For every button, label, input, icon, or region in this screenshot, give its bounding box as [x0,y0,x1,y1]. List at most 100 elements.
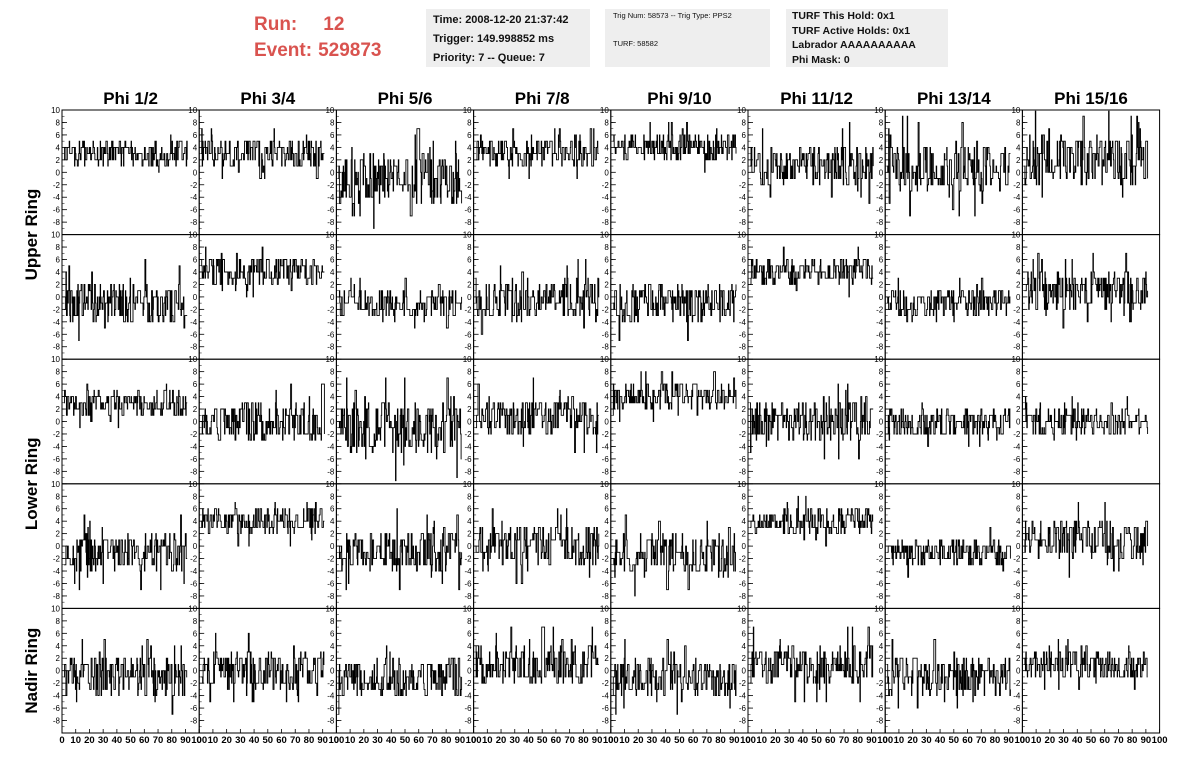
y-tick-label: -2 [602,679,610,688]
y-tick-label: 8 [330,118,335,127]
y-tick-label: 2 [879,156,884,165]
waveform-trace [887,402,1011,447]
x-tick-label: 80 [578,735,589,746]
x-tick-label: 0 [745,735,750,746]
y-tick-label: 4 [193,143,198,152]
waveform-trace [475,508,600,584]
y-tick-label: -8 [327,218,335,227]
waveform-panel: -8 -6 -4 -2 0 2 4 6 8 10 [325,480,475,609]
y-tick-label: -4 [602,318,610,327]
x-tick-label: 50 [674,735,685,746]
y-tick-label: -4 [876,318,884,327]
waveform-panel: -8 -6 -4 -2 0 2 4 6 8 10 [737,355,886,485]
y-tick-label: 4 [467,642,472,651]
run-value: 12 [323,14,345,35]
x-tick-label: 10 [1031,735,1042,746]
y-tick-label: -6 [190,330,198,339]
column-header: Phi 5/6 [378,89,433,108]
x-tick-label: 30 [1058,735,1069,746]
row-label: Upper Ring [22,189,41,281]
y-tick-label: 0 [467,667,472,676]
y-tick-label: 8 [330,492,335,501]
y-tick-label: 10 [600,480,609,489]
y-tick-label: 2 [193,530,198,539]
column-header: Phi 3/4 [240,89,295,108]
y-tick-label: -6 [53,579,61,588]
y-tick-label: 6 [604,380,609,389]
x-tick-label: 50 [811,735,822,746]
y-tick-label: -6 [739,330,747,339]
y-tick-label: 10 [1011,480,1020,489]
waveform-trace [1024,396,1149,441]
y-tick-label: 8 [193,492,198,501]
y-tick-label: 6 [604,256,609,265]
y-tick-label: -2 [602,181,610,190]
y-tick-label: 4 [879,393,884,402]
y-tick-label: 2 [604,530,609,539]
y-tick-label: -4 [327,442,335,451]
x-tick-label: 100 [1152,735,1168,746]
waveform-trace [201,128,325,179]
waveform-panel: -8 -6 -4 -2 0 2 4 6 8 10 [51,106,200,236]
y-tick-label: -2 [464,555,472,564]
y-tick-label: 4 [742,517,747,526]
x-tick-label: 100 [466,735,482,746]
y-tick-label: 4 [467,268,472,277]
y-tick-label: 8 [742,368,747,377]
y-tick-label: -6 [464,579,472,588]
x-tick-label: 40 [660,735,671,746]
y-tick-label: 2 [330,530,335,539]
y-tick-label: -6 [876,206,884,215]
y-tick-label: 0 [193,168,198,177]
waveform-panel: -8 -6 -4 -2 0 2 4 6 8 10 [737,106,886,236]
x-tick-label: 70 [564,735,575,746]
x-tick-label: 90 [455,735,466,746]
y-tick-label: 4 [1016,517,1021,526]
waveform-panel: -8 -6 -4 -2 0 2 4 6 8 10 [874,355,1023,485]
labrador-text: Labrador AAAAAAAAAA [792,39,916,51]
y-tick-label: -2 [1013,555,1021,564]
waveform-trace [750,246,874,298]
y-tick-label: -6 [190,455,198,464]
x-tick-label: 70 [976,735,987,746]
y-tick-label: 10 [874,355,883,364]
y-tick-label: -4 [53,692,61,701]
y-tick-label: 0 [56,667,61,676]
panel-frame [747,483,886,609]
waveform-trace [338,128,463,229]
y-tick-label: -8 [876,592,884,601]
y-tick-label: 10 [188,106,197,115]
x-tick-label: 40 [249,735,260,746]
y-tick-label: 6 [467,131,472,140]
waveform-trace [338,377,462,482]
x-tick-label: 60 [139,735,150,746]
event-row: Event: 529873 [254,38,381,64]
priority-text: Priority: 7 -- Queue: 7 [433,52,545,64]
x-tick-label: 90 [180,735,191,746]
x-tick-label: 80 [715,735,726,746]
y-tick-label: -4 [739,692,747,701]
y-tick-label: 2 [56,156,61,165]
y-tick-label: 6 [467,380,472,389]
y-tick-label: 10 [1011,231,1020,240]
y-tick-label: 2 [879,280,884,289]
y-tick-label: 10 [600,106,609,115]
y-tick-label: 0 [604,542,609,551]
y-tick-label: 2 [330,156,335,165]
y-tick-label: 0 [879,542,884,551]
y-tick-label: -2 [327,679,335,688]
y-tick-label: -4 [739,193,747,202]
y-tick-label: 2 [330,654,335,663]
waveform-trace [1024,639,1148,690]
y-tick-label: -2 [190,679,198,688]
y-tick-label: 6 [1016,380,1021,389]
x-tick-label: 50 [263,735,274,746]
y-tick-label: 10 [1011,604,1020,613]
x-tick-label: 40 [523,735,534,746]
x-tick-label: 30 [98,735,109,746]
y-tick-label: -4 [602,193,610,202]
x-tick-label: 70 [290,735,301,746]
y-tick-label: 6 [193,505,198,514]
waveform-panel: -8 -6 -4 -2 0 2 4 6 8 10 [463,106,612,236]
